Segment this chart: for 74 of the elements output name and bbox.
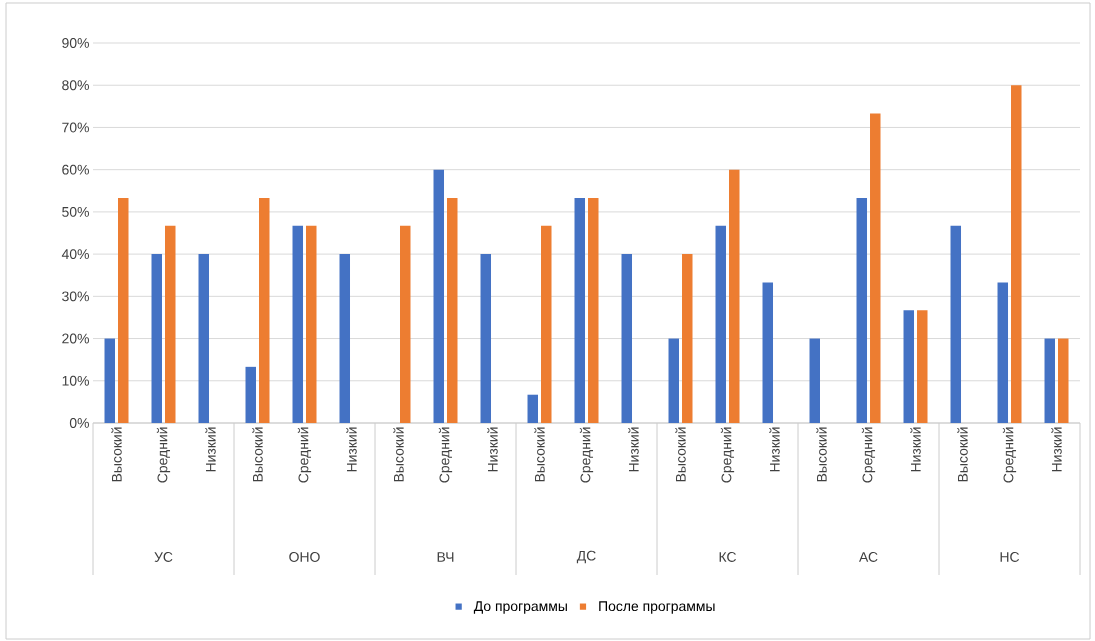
- x-tick-label: Высокий: [393, 427, 404, 482]
- x-tick-label: Высокий: [816, 427, 827, 482]
- bar: [165, 225, 176, 423]
- bar: [118, 197, 129, 423]
- text: КС: [719, 552, 737, 562]
- x-tick-label: Низкий: [910, 427, 921, 472]
- bar: [903, 310, 915, 423]
- y-tick-label: 30%: [62, 291, 89, 302]
- bar: [339, 254, 350, 423]
- y-tick-label: 50%: [62, 206, 89, 217]
- bar: [856, 197, 868, 423]
- bar: [306, 225, 317, 423]
- bar: [870, 113, 881, 423]
- bar: [400, 225, 411, 423]
- y-tick-label: 0%: [69, 418, 89, 428]
- bar: [917, 310, 928, 423]
- text: АС: [859, 552, 878, 562]
- text: ОНО: [289, 552, 320, 562]
- bar: [104, 338, 115, 423]
- x-tick-label: Средний: [720, 427, 735, 483]
- bar: [480, 254, 491, 423]
- bar: [292, 225, 303, 423]
- x-tick-label: Средний: [156, 427, 171, 483]
- y-tick-label: 40%: [61, 249, 89, 260]
- x-tick-label: Средний: [1002, 427, 1017, 483]
- x-tick-label: Низкий: [769, 427, 780, 472]
- text: ВЧ: [437, 552, 454, 562]
- bar: [997, 282, 1009, 423]
- x-tick-label: Средний: [861, 427, 876, 483]
- bar: [950, 225, 962, 423]
- bar: [198, 254, 209, 423]
- bar: [527, 394, 539, 423]
- y-tick-label: 10%: [62, 375, 89, 386]
- bar: [715, 225, 727, 423]
- x-tick-label: Низкий: [487, 427, 498, 472]
- x-tick-label: Высокий: [957, 427, 968, 482]
- x-tick-label: Высокий: [111, 427, 122, 482]
- bar: [259, 197, 270, 423]
- x-tick-label: Высокий: [252, 427, 263, 482]
- bar: [682, 254, 693, 423]
- y-tick-label: 20%: [62, 333, 89, 344]
- x-tick-label: Средний: [579, 427, 594, 483]
- bar: [574, 197, 586, 423]
- bar: [447, 197, 458, 423]
- bar: [1044, 338, 1056, 423]
- bar: [245, 366, 256, 423]
- bar: [668, 338, 680, 423]
- x-tick-label: Низкий: [346, 427, 357, 472]
- bar: [1058, 338, 1069, 423]
- legend-label: После программы: [599, 601, 715, 614]
- bar: [541, 225, 552, 423]
- bar: [762, 282, 774, 423]
- bar: [729, 169, 740, 423]
- bar: [588, 197, 599, 423]
- x-tick-label: Высокий: [675, 427, 686, 482]
- bar: [621, 254, 633, 423]
- x-tick-label: Высокий: [534, 427, 545, 482]
- x-tick-label: Низкий: [205, 427, 216, 472]
- bar: [433, 169, 444, 423]
- bar: [151, 254, 162, 423]
- text: ДС: [576, 550, 596, 564]
- y-tick-label: 90%: [62, 38, 89, 48]
- text: НС: [1000, 552, 1020, 562]
- bar: [1011, 85, 1022, 423]
- y-tick-label: 70%: [62, 122, 89, 133]
- text: УС: [154, 552, 173, 562]
- x-tick-label: Низкий: [1051, 427, 1062, 472]
- legend-label: До программы: [473, 601, 567, 614]
- bar: [809, 338, 821, 423]
- x-tick-label: Низкий: [628, 427, 639, 472]
- x-tick-label: Средний: [438, 427, 453, 483]
- y-tick-label: 80%: [62, 80, 89, 91]
- x-tick-label: Средний: [297, 427, 312, 483]
- y-tick-label: 60%: [62, 164, 89, 175]
